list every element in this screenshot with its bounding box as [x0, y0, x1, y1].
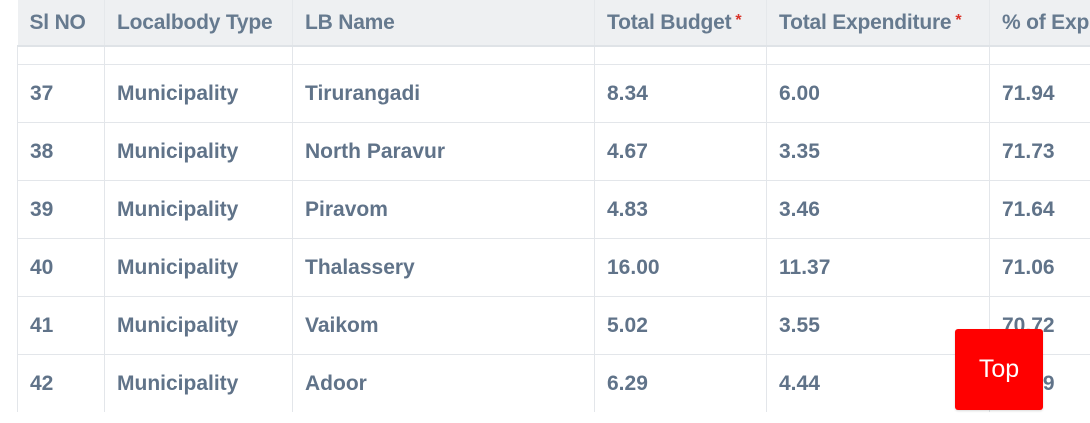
table-row: 37 Municipality Tirurangadi 8.34 6.00 71…	[17, 64, 1090, 123]
cell-lb-name: Vaikom	[292, 296, 595, 355]
header-total-expenditure[interactable]: Total Expenditure *	[766, 0, 990, 47]
table-row: 39 Municipality Piravom 4.83 3.46 71.64	[17, 180, 1090, 239]
cell-total-expenditure: 3.46	[766, 180, 990, 239]
cell-total-budget: 4.67	[594, 122, 767, 181]
required-marker: *	[955, 11, 962, 29]
cell-sl-no: 37	[17, 64, 105, 123]
table-row-partial	[17, 45, 1090, 65]
cell-total-budget: 5.02	[594, 296, 767, 355]
table-header: Sl NO Localbody Type LB Name Total Budge…	[17, 0, 1090, 47]
header-lb-name[interactable]: LB Name	[292, 0, 595, 47]
cell-total-budget: 16.00	[594, 238, 767, 297]
table-row: 38 Municipality North Paravur 4.67 3.35 …	[17, 122, 1090, 181]
cell-total-budget: 8.34	[594, 64, 767, 123]
cell-sl-no: 39	[17, 180, 105, 239]
cell-localbody-type: Municipality	[104, 180, 293, 239]
cell-localbody-type: Municipality	[104, 296, 293, 355]
cell-lb-name: Piravom	[292, 180, 595, 239]
cell-lb-name: Tirurangadi	[292, 64, 595, 123]
cell-localbody-type: Municipality	[104, 354, 293, 412]
cell-total-expenditure: 11.37	[766, 238, 990, 297]
table-body: 37 Municipality Tirurangadi 8.34 6.00 71…	[17, 45, 1090, 412]
cell-sl-no: 42	[17, 354, 105, 412]
left-margin	[0, 0, 17, 423]
cell-total-expenditure: 6.00	[766, 64, 990, 123]
header-total-budget[interactable]: Total Budget *	[594, 0, 767, 47]
cell-percent-exp: 71.94	[989, 64, 1090, 123]
header-row: Sl NO Localbody Type LB Name Total Budge…	[17, 0, 1090, 47]
cell-lb-name: Thalassery	[292, 238, 595, 297]
header-localbody-type[interactable]: Localbody Type	[104, 0, 293, 47]
cell-sl-no: 38	[17, 122, 105, 181]
cell-lb-name: Adoor	[292, 354, 595, 412]
cell-sl-no: 41	[17, 296, 105, 355]
cell-total-expenditure: 3.35	[766, 122, 990, 181]
cell-lb-name: North Paravur	[292, 122, 595, 181]
budget-table: Sl NO Localbody Type LB Name Total Budge…	[17, 0, 1090, 412]
header-sl-no[interactable]: Sl NO	[17, 0, 105, 47]
cell-total-expenditure: 3.55	[766, 296, 990, 355]
table-row: 42 Municipality Adoor 6.29 4.44 70.59	[17, 354, 1090, 412]
cell-sl-no: 40	[17, 238, 105, 297]
cell-percent-exp: 71.64	[989, 180, 1090, 239]
cell-total-expenditure: 4.44	[766, 354, 990, 412]
cell-percent-exp: 71.06	[989, 238, 1090, 297]
cell-localbody-type: Municipality	[104, 122, 293, 181]
header-percent-exp[interactable]: % of Exp	[989, 0, 1090, 47]
cell-localbody-type: Municipality	[104, 238, 293, 297]
required-marker: *	[735, 11, 742, 29]
cell-total-budget: 4.83	[594, 180, 767, 239]
table-row: 41 Municipality Vaikom 5.02 3.55 70.72	[17, 296, 1090, 355]
scroll-to-top-button[interactable]: Top	[955, 329, 1043, 410]
table-row: 40 Municipality Thalassery 16.00 11.37 7…	[17, 238, 1090, 297]
cell-localbody-type: Municipality	[104, 64, 293, 123]
cell-percent-exp: 71.73	[989, 122, 1090, 181]
cell-total-budget: 6.29	[594, 354, 767, 412]
